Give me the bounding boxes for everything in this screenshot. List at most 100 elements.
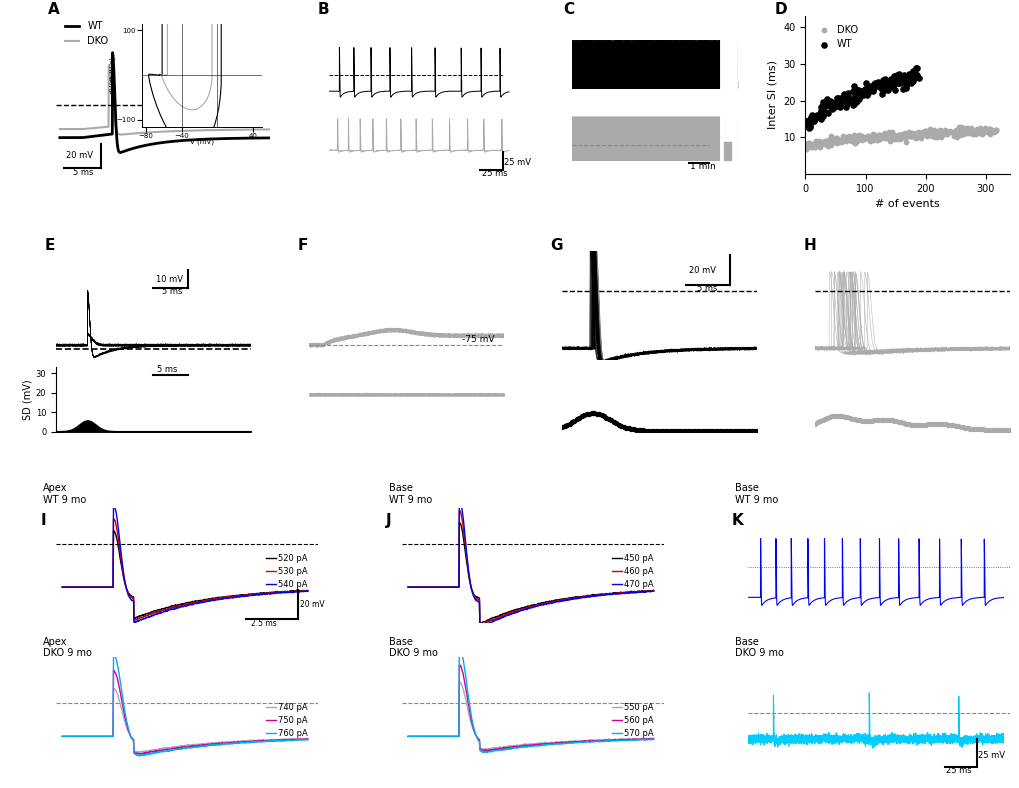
DKO <box>805 138 821 151</box>
DKO <box>955 122 971 135</box>
Point <box>969 423 985 436</box>
DKO <box>978 125 995 138</box>
WT <box>898 73 914 86</box>
WT <box>803 109 819 121</box>
Point <box>927 418 944 430</box>
WT <box>876 72 893 85</box>
WT <box>905 72 921 84</box>
Text: Apex
WT 9 mo: Apex WT 9 mo <box>43 483 87 504</box>
Point <box>818 411 835 424</box>
DKO <box>811 140 827 153</box>
DKO <box>880 132 897 145</box>
WT <box>877 80 894 93</box>
WT <box>845 98 861 110</box>
WT <box>823 96 840 109</box>
DKO <box>846 136 862 149</box>
DKO <box>979 125 996 138</box>
DKO <box>968 125 984 137</box>
WT <box>888 77 904 90</box>
DKO <box>821 136 838 149</box>
Point <box>691 425 707 437</box>
DKO <box>971 125 987 138</box>
DKO <box>826 133 843 146</box>
DKO <box>889 132 905 144</box>
Point <box>877 414 894 426</box>
DKO <box>896 127 912 139</box>
WT <box>896 75 912 87</box>
Point <box>669 425 686 437</box>
DKO <box>970 122 986 135</box>
DKO <box>844 132 860 144</box>
Point <box>642 425 658 437</box>
WT <box>812 112 828 125</box>
Point <box>602 414 619 427</box>
WT <box>812 111 828 124</box>
DKO <box>880 135 897 147</box>
DKO <box>891 133 907 146</box>
DKO <box>952 126 968 139</box>
Point <box>588 407 604 420</box>
DKO <box>884 132 901 145</box>
WT <box>829 91 846 104</box>
WT <box>862 84 878 96</box>
Point <box>988 423 1005 436</box>
DKO <box>858 132 874 144</box>
Point <box>564 416 580 429</box>
Point <box>846 413 862 426</box>
Point <box>922 418 938 430</box>
DKO <box>859 130 875 143</box>
DKO <box>907 128 923 140</box>
DKO <box>976 124 993 136</box>
DKO <box>942 126 958 139</box>
WT <box>812 99 828 112</box>
WT <box>856 82 872 95</box>
Point <box>699 425 715 437</box>
DKO <box>844 135 860 147</box>
WT <box>816 98 833 111</box>
Point <box>672 425 688 437</box>
Text: 10 mV: 10 mV <box>155 274 182 284</box>
DKO <box>837 132 853 144</box>
WT <box>856 86 872 98</box>
WT <box>884 80 901 93</box>
DKO <box>840 130 856 143</box>
WT <box>846 88 862 101</box>
WT <box>805 111 821 124</box>
DKO <box>964 127 980 139</box>
DKO <box>828 132 845 144</box>
Point <box>649 425 665 437</box>
DKO <box>974 125 990 138</box>
Point <box>893 416 909 429</box>
DKO <box>805 141 821 154</box>
WT <box>910 71 926 84</box>
Point <box>811 415 827 428</box>
DKO <box>981 123 998 136</box>
DKO <box>901 130 917 143</box>
Point <box>620 422 636 435</box>
Point <box>630 424 646 437</box>
Point <box>949 420 965 433</box>
DKO <box>945 125 961 138</box>
Point <box>696 425 712 437</box>
DKO <box>975 125 991 137</box>
DKO <box>862 130 878 143</box>
WT <box>881 76 898 89</box>
DKO <box>982 124 999 136</box>
DKO <box>972 128 988 140</box>
WT <box>873 87 890 100</box>
Point <box>914 418 930 431</box>
DKO <box>871 130 888 143</box>
WT <box>852 84 868 97</box>
Text: D: D <box>774 2 787 17</box>
WT <box>897 82 913 95</box>
Y-axis label: SD (mV): SD (mV) <box>23 379 33 420</box>
WT <box>833 91 849 104</box>
WT <box>884 76 901 88</box>
WT <box>888 73 904 86</box>
DKO <box>930 128 947 140</box>
DKO <box>961 125 977 137</box>
WT <box>869 76 886 88</box>
DKO <box>936 124 953 136</box>
Point <box>682 425 698 437</box>
DKO <box>962 121 978 134</box>
